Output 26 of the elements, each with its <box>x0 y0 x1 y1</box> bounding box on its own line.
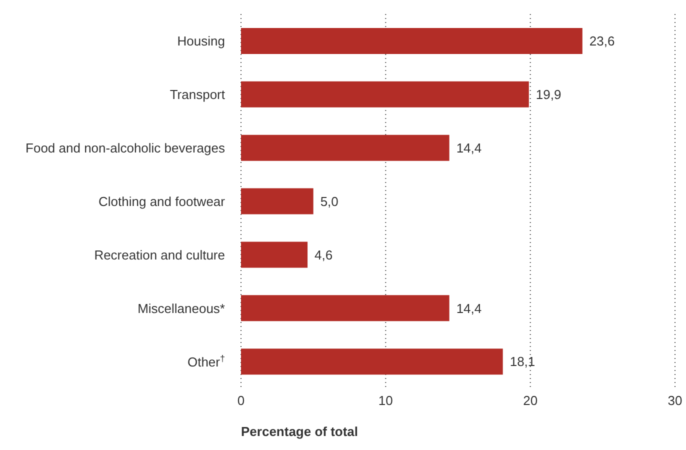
bar <box>241 188 314 214</box>
y-tick-label: Recreation and culture <box>94 247 225 262</box>
x-tick-label: 20 <box>523 393 538 408</box>
bar <box>241 242 308 268</box>
data-label: 23,6 <box>589 34 615 49</box>
bar <box>241 348 503 375</box>
y-tick-label: Transport <box>170 87 226 102</box>
data-label: 19,9 <box>536 87 562 102</box>
x-tick-label: 0 <box>237 393 245 408</box>
x-tick-label: 30 <box>668 393 682 408</box>
y-tick-label: Housing <box>177 34 225 49</box>
x-tick-label: 10 <box>378 393 393 408</box>
data-label: 14,4 <box>456 140 482 156</box>
data-label: 14,4 <box>456 300 482 316</box>
data-label: 5,0 <box>320 194 338 209</box>
bar <box>241 134 450 161</box>
data-label: 18,1 <box>510 354 536 370</box>
y-tick-label: Food and non-alcoholic beverages <box>26 140 226 156</box>
y-tick-label: Clothing and footwear <box>98 194 226 209</box>
bar <box>241 81 529 108</box>
x-axis-title: Percentage of total <box>241 424 358 439</box>
bar <box>241 295 450 322</box>
data-label: 4,6 <box>314 247 333 262</box>
y-tick-label: Other$^{†}$ <box>187 353 225 370</box>
bar <box>241 28 582 54</box>
y-tick-label: Miscellaneous* <box>138 300 225 316</box>
